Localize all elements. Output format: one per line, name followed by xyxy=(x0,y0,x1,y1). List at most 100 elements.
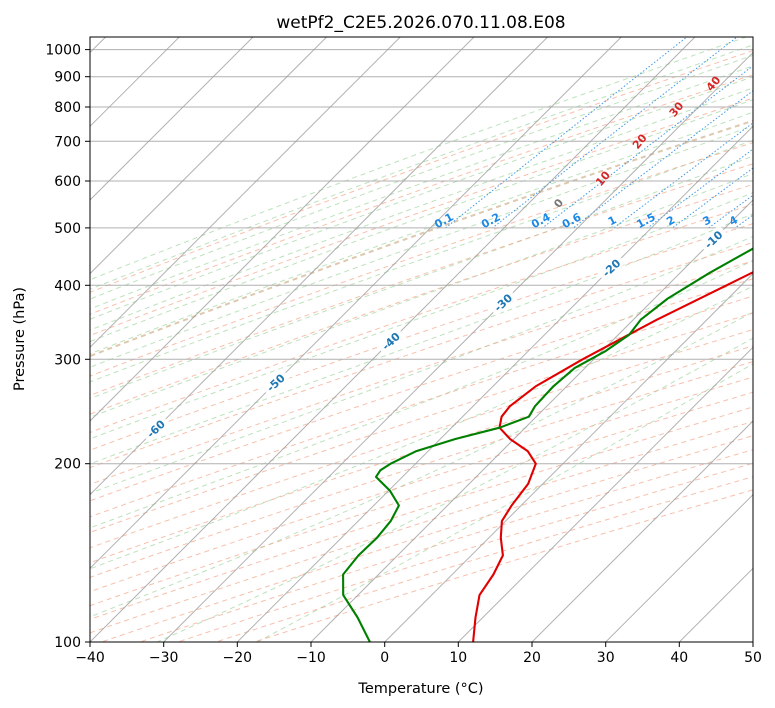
x-tick-label: 20 xyxy=(523,650,541,666)
moist-adiabat xyxy=(90,172,753,418)
mixing-ratio-label: 2 xyxy=(664,213,677,228)
mixing-ratio-label: 1 xyxy=(606,213,619,228)
mixing-ratio-line xyxy=(445,37,688,229)
isotherms xyxy=(90,37,753,642)
isotherm-label-bg xyxy=(375,326,406,356)
dry-adiabat xyxy=(90,241,753,469)
pressure-gridlines xyxy=(90,49,753,642)
isotherm-label-bg xyxy=(19,462,48,491)
moist-adiabat xyxy=(90,54,753,300)
line-labels: 0.10.20.40.611.52346810131620253036-100-… xyxy=(19,73,775,491)
dry-adiabat xyxy=(90,163,753,396)
moist-adiabat xyxy=(90,235,753,494)
y-axis-title: Pressure (hPa) xyxy=(12,287,28,391)
y-tick-label: 1000 xyxy=(45,43,81,59)
isotherm-label-bg xyxy=(488,287,518,317)
moist-adiabat xyxy=(90,213,753,465)
x-tick-label: −10 xyxy=(296,650,326,666)
isotherm-label-bg xyxy=(260,368,291,397)
dry-adiabat xyxy=(90,312,753,534)
dewpoint-trace xyxy=(342,247,753,642)
isotherm xyxy=(310,199,753,642)
moist-adiabat xyxy=(90,37,748,281)
plot-frame xyxy=(89,36,754,643)
x-tick-label: −20 xyxy=(223,650,253,666)
x-axis-title: Temperature (°C) xyxy=(357,681,483,697)
isotherm xyxy=(90,37,549,496)
moist-adiabat xyxy=(90,87,753,331)
x-tick-label: −30 xyxy=(149,650,179,666)
dry-adiabat xyxy=(90,391,753,607)
moist-adiabat xyxy=(155,337,753,642)
chart-title: wetPf2_C2E5.2026.070.11.08.E08 xyxy=(276,13,565,33)
dry-adiabat xyxy=(90,361,753,578)
isotherm xyxy=(604,493,753,642)
dry-adiabats xyxy=(90,50,753,642)
x-tick-label: 40 xyxy=(670,650,688,666)
mixing-ratio-lines xyxy=(445,37,753,229)
temperature-trace xyxy=(472,271,753,642)
isotherm-label: -70 xyxy=(23,465,47,488)
dry-adiabat xyxy=(90,97,753,337)
y-tick-label: 800 xyxy=(54,100,81,116)
dry-adiabat xyxy=(215,476,753,642)
mixing-ratio-label: 3 xyxy=(701,213,714,228)
dry-adiabat xyxy=(90,345,753,564)
sounding-traces xyxy=(342,247,753,642)
dry-adiabat xyxy=(90,119,753,358)
moist-adiabat-label: 20 xyxy=(630,131,650,151)
mixing-ratio-label: 4 xyxy=(727,213,740,228)
x-tick-label: 50 xyxy=(744,650,762,666)
dry-adiabat xyxy=(90,203,753,433)
moist-adiabats xyxy=(90,37,753,642)
moist-adiabat xyxy=(90,44,753,290)
isotherm xyxy=(678,567,753,642)
axes: −40 −30 −20 −10 0 10 20 30 40 50 100 200 300 400 500 60… xyxy=(45,43,762,666)
isotherm xyxy=(457,346,753,642)
moist-adiabat xyxy=(90,192,753,440)
x-tick-label: −40 xyxy=(75,650,105,666)
isotherm xyxy=(90,37,328,275)
isotherm xyxy=(752,641,753,642)
y-tick-label: 900 xyxy=(54,70,81,86)
isotherm xyxy=(90,37,475,422)
dry-adiabat xyxy=(90,74,753,315)
y-tick-label: 100 xyxy=(54,635,81,651)
y-tick-label: 500 xyxy=(54,221,81,237)
dry-adiabat xyxy=(90,260,753,485)
isotherm xyxy=(383,272,753,642)
dry-adiabat xyxy=(90,329,753,549)
dry-adiabat xyxy=(139,449,753,642)
x-tick-label: 10 xyxy=(449,650,467,666)
dry-adiabat xyxy=(254,489,753,642)
moist-adiabat-label: 30 xyxy=(667,99,687,119)
x-tick-label: 0 xyxy=(380,650,389,666)
isotherm-label-bg xyxy=(140,414,171,443)
isotherm xyxy=(90,37,181,128)
moist-adiabat xyxy=(90,76,753,320)
y-tick-label: 600 xyxy=(54,174,81,190)
isotherm xyxy=(90,37,254,201)
isotherm xyxy=(162,51,753,642)
y-tick-label: 700 xyxy=(54,134,81,150)
y-tick-label: 200 xyxy=(54,457,81,473)
dry-adiabat xyxy=(90,376,753,593)
y-tick-label: 400 xyxy=(54,278,81,294)
moist-adiabat xyxy=(256,363,753,642)
isotherm xyxy=(90,37,623,570)
isotherm-label-bg xyxy=(596,253,626,282)
mixing-ratio-line xyxy=(734,214,753,229)
dry-adiabat xyxy=(90,50,753,293)
dry-adiabat xyxy=(90,278,753,502)
mixing-ratio-label: 6 xyxy=(766,213,775,228)
y-tick-label: 300 xyxy=(54,352,81,368)
isotherm xyxy=(531,420,753,642)
isotherm xyxy=(236,125,753,642)
dry-adiabat xyxy=(90,295,753,518)
x-tick-label: 30 xyxy=(597,650,615,666)
mixing-ratio-line xyxy=(708,194,753,229)
dry-adiabat xyxy=(90,183,753,415)
moist-adiabat-label: 10 xyxy=(593,168,613,188)
moist-adiabat xyxy=(90,65,753,310)
